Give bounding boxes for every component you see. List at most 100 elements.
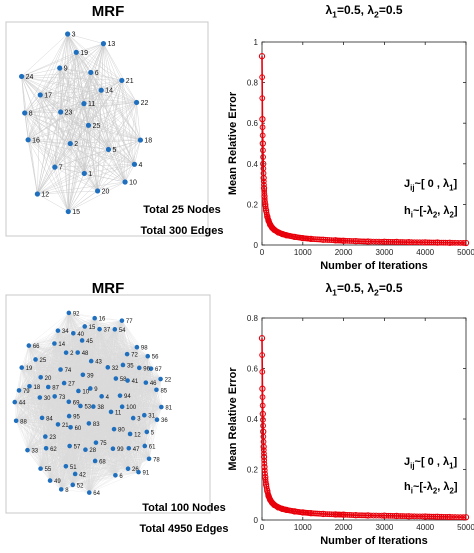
annotation-h-part: ~[-λ [413,205,433,217]
y-axis-label: Mean Relative Error [227,367,239,471]
graph-node [131,416,136,421]
graph-node-label: 12 [134,432,141,438]
graph-node [93,459,98,464]
graph-node-label: 91 [143,471,150,477]
graph-node-label: 16 [32,137,40,144]
graph-node [25,448,30,453]
graph-node [67,399,72,404]
graph-node-label: 36 [161,418,168,424]
annotation-h-part: ~[-λ [413,481,433,493]
graph-node [88,386,93,391]
graph-node-label: 19 [26,366,33,372]
graph-node-label: 94 [124,394,131,400]
graph-node-label: 11 [88,101,95,108]
chart-title-part: =0.5, [337,3,367,17]
annotation-J-part: ~[ 0 , λ [415,178,450,190]
graph-node-label: 8 [29,110,33,117]
graph-node-label: 52 [77,483,84,489]
graph-node-label: 46 [150,381,157,387]
annotation-h-part: , λ [437,205,449,217]
graph-node [52,165,57,170]
graph-node-label: 73 [59,395,66,401]
graph-node-label: 79 [23,389,30,395]
graph-node-label: 12 [41,192,49,199]
graph-node-label: 95 [73,415,80,421]
graph-node [142,413,147,418]
graph-node [95,188,100,193]
y-tick-label: 0.4 [247,160,259,169]
graph-node [126,466,131,471]
graph-node-label: 92 [73,311,80,317]
graph-node-label: 30 [44,396,51,402]
graph-node [19,365,24,370]
graph-node [66,209,71,214]
graph-node [40,416,45,421]
graph-node-label: 68 [99,459,106,465]
graph-node-label: 19 [80,50,88,57]
graph-caption-edges: Total 4950 Edges [139,523,228,535]
graph-node-label: 18 [33,385,40,391]
graph-node [56,422,61,427]
graph-node-label: 25 [40,358,47,364]
graph-node [71,331,76,336]
graph-node [70,483,75,488]
graph-node [64,464,69,469]
graph-node-label: 44 [19,401,26,407]
graph-node [106,147,111,152]
graph-caption-edges: Total 300 Edges [141,225,224,237]
graph-title: MRF [92,3,125,20]
graph-node [74,50,79,55]
graph-node-label: 7 [59,165,63,172]
graph-node [38,395,43,400]
graph-node [109,410,114,415]
graph-node-label: 69 [73,400,80,406]
x-tick-label: 1000 [294,248,312,257]
graph-node-label: 28 [89,448,96,454]
annotation-h-part: ] [454,205,458,217]
y-tick-label: 0.2 [247,200,259,209]
graph-node [121,363,126,368]
graph-node-label: 20 [102,188,110,195]
chart-title-part: =0.5, [337,281,367,295]
y-axis-label: Mean Relative Error [227,91,239,195]
graph-node-label: 14 [105,88,113,95]
graph-node-label: 3 [72,31,76,38]
graph-node [52,341,57,346]
graph-node-label: 40 [77,332,84,338]
graph-node [38,466,43,471]
graph-node [12,400,17,405]
graph-node-label: 16 [99,317,106,323]
graph-node-label: 64 [93,491,100,497]
graph-node [80,338,85,343]
graph-node [81,101,86,106]
annotation-h: hi~[-λ2, λ2] [404,205,458,219]
graph-node [114,376,119,381]
y-tick-label: 0.8 [247,79,259,88]
x-tick-label: 4000 [416,248,434,257]
graph-node [22,110,27,115]
graph-node-label: 49 [54,479,61,485]
graph-node [159,405,164,410]
graph-node-label: 39 [87,373,94,379]
graph-node [81,373,86,378]
graph-node [62,381,67,386]
annotation-J: Jij~[ 0 , λ1] [404,456,457,470]
graph-node [19,74,24,79]
graph-node-label: 80 [118,428,125,434]
graph-node [134,100,139,105]
x-tick-label: 0 [260,523,265,532]
y-tick-label: 0.8 [247,314,259,323]
graph-node [142,444,147,449]
x-tick-label: 1000 [294,523,312,532]
graph-node [67,414,72,419]
annotation-h: hi~[-λ2, λ2] [404,481,458,495]
graph-node-label: 11 [115,410,122,416]
graph-node [48,478,53,483]
graph-node-label: 43 [95,360,102,366]
graph-node [132,162,137,167]
graph-caption-nodes: Total 100 Nodes [142,502,226,514]
graph-node-label: 32 [112,366,119,372]
graph-node [52,394,57,399]
graph-node [120,404,125,409]
